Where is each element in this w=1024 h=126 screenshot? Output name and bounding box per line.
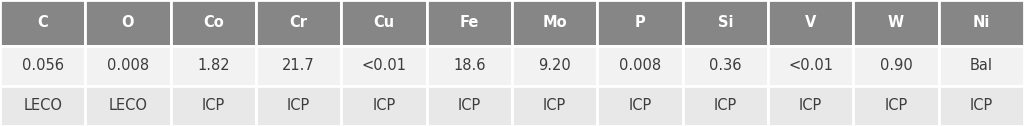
- Text: Bal: Bal: [970, 58, 993, 73]
- Bar: [427, 86, 512, 126]
- Text: LECO: LECO: [109, 99, 147, 114]
- Bar: [768, 46, 853, 86]
- Text: LECO: LECO: [24, 99, 62, 114]
- Text: 9.20: 9.20: [539, 58, 571, 73]
- Text: 21.7: 21.7: [283, 58, 315, 73]
- Text: <0.01: <0.01: [361, 58, 407, 73]
- Text: ICP: ICP: [714, 99, 737, 114]
- Bar: [597, 46, 683, 86]
- Text: Cr: Cr: [290, 15, 307, 30]
- Bar: [341, 46, 427, 86]
- Bar: [256, 46, 341, 86]
- Text: ICP: ICP: [970, 99, 993, 114]
- Bar: [939, 86, 1024, 126]
- Text: ICP: ICP: [543, 99, 566, 114]
- Text: W: W: [888, 15, 904, 30]
- Bar: [256, 0, 341, 46]
- Bar: [597, 86, 683, 126]
- Bar: [512, 86, 597, 126]
- Text: Si: Si: [718, 15, 733, 30]
- Bar: [683, 46, 768, 86]
- Bar: [683, 86, 768, 126]
- Text: Mo: Mo: [543, 15, 567, 30]
- Bar: [85, 86, 171, 126]
- Text: ICP: ICP: [458, 99, 481, 114]
- Bar: [853, 86, 939, 126]
- Bar: [427, 0, 512, 46]
- Bar: [341, 0, 427, 46]
- Bar: [768, 0, 853, 46]
- Bar: [427, 46, 512, 86]
- Bar: [0, 46, 85, 86]
- Text: <0.01: <0.01: [788, 58, 834, 73]
- Text: ICP: ICP: [799, 99, 822, 114]
- Text: Fe: Fe: [460, 15, 479, 30]
- Text: Cu: Cu: [374, 15, 394, 30]
- Text: ICP: ICP: [629, 99, 651, 114]
- Text: ICP: ICP: [287, 99, 310, 114]
- Bar: [341, 86, 427, 126]
- Bar: [256, 86, 341, 126]
- Text: 1.82: 1.82: [197, 58, 229, 73]
- Text: O: O: [122, 15, 134, 30]
- Text: 0.90: 0.90: [880, 58, 912, 73]
- Bar: [939, 46, 1024, 86]
- Bar: [939, 0, 1024, 46]
- Text: Co: Co: [203, 15, 223, 30]
- Text: ICP: ICP: [202, 99, 225, 114]
- Bar: [597, 0, 683, 46]
- Bar: [171, 46, 256, 86]
- Bar: [512, 46, 597, 86]
- Bar: [512, 0, 597, 46]
- Text: Ni: Ni: [973, 15, 990, 30]
- Text: 0.056: 0.056: [22, 58, 63, 73]
- Text: 18.6: 18.6: [453, 58, 485, 73]
- Bar: [853, 46, 939, 86]
- Bar: [0, 86, 85, 126]
- Text: C: C: [37, 15, 48, 30]
- Text: 0.36: 0.36: [709, 58, 741, 73]
- Bar: [171, 0, 256, 46]
- Text: V: V: [805, 15, 816, 30]
- Text: ICP: ICP: [373, 99, 395, 114]
- Bar: [683, 0, 768, 46]
- Text: 0.008: 0.008: [106, 58, 150, 73]
- Text: ICP: ICP: [885, 99, 907, 114]
- Bar: [768, 86, 853, 126]
- Bar: [171, 86, 256, 126]
- Bar: [85, 0, 171, 46]
- Bar: [853, 0, 939, 46]
- Text: P: P: [635, 15, 645, 30]
- Bar: [85, 46, 171, 86]
- Bar: [0, 0, 85, 46]
- Text: 0.008: 0.008: [618, 58, 662, 73]
